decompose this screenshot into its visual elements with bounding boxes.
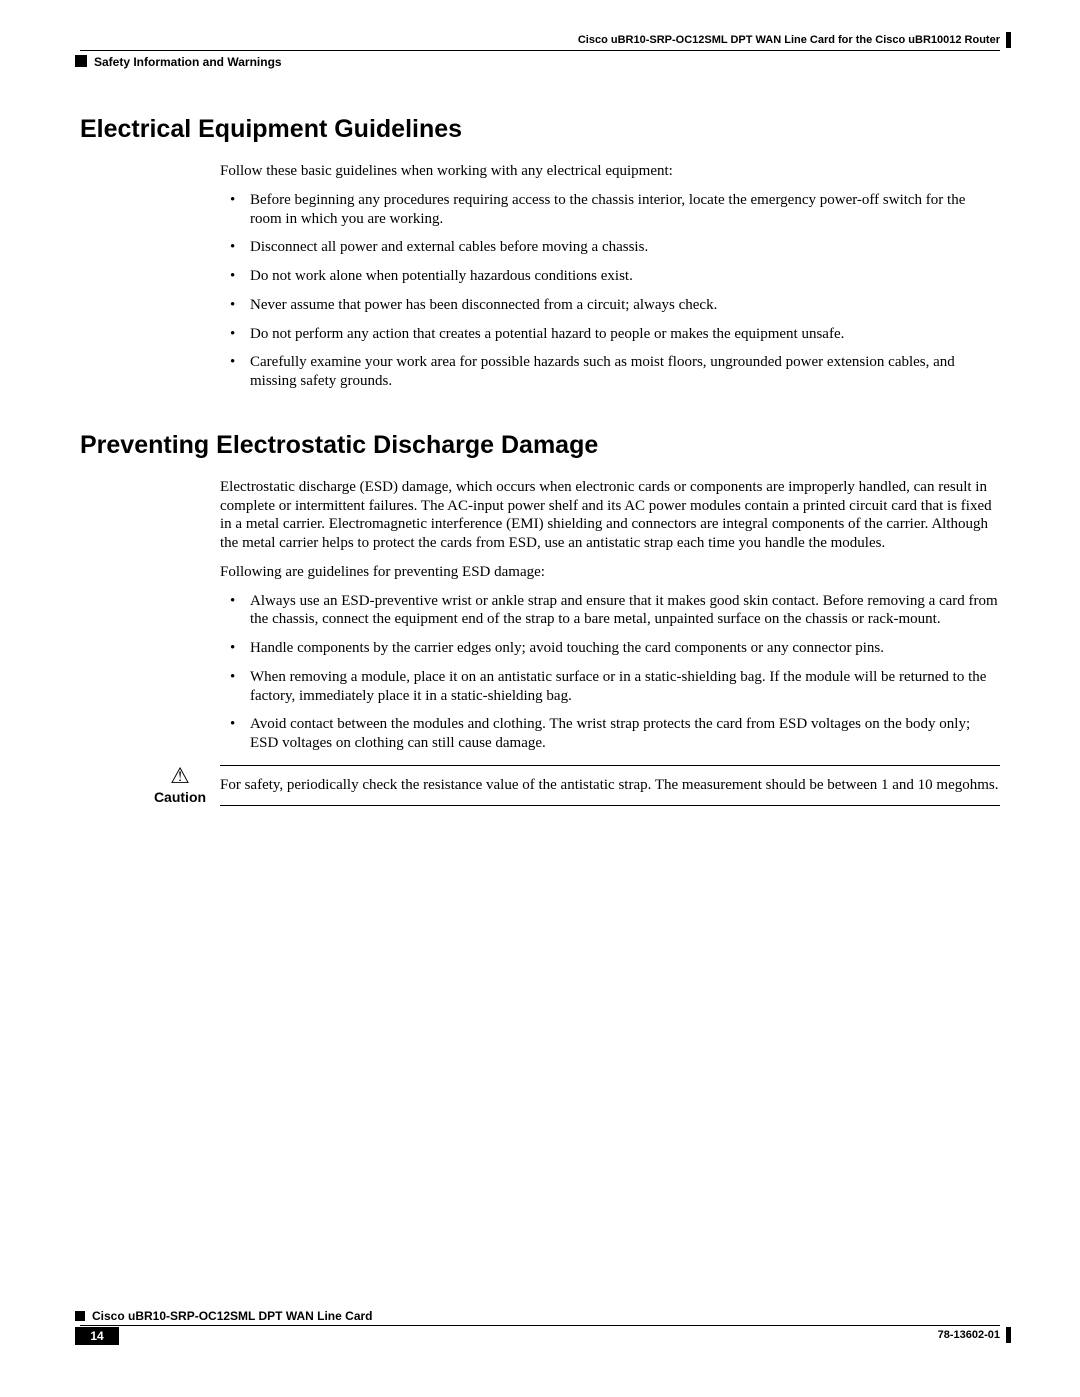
page: Cisco uBR10-SRP-OC12SML DPT WAN Line Car… <box>0 0 1080 1397</box>
page-content: Electrical Equipment Guidelines Follow t… <box>80 115 1000 806</box>
header-rule <box>80 50 1000 51</box>
page-footer: Cisco uBR10-SRP-OC12SML DPT WAN Line Car… <box>80 1325 1000 1365</box>
caution-text: For safety, periodically check the resis… <box>220 776 1000 795</box>
warning-icon: ⚠ <box>150 765 210 787</box>
bullet-list-electrical: Before beginning any procedures requirin… <box>220 191 1000 391</box>
list-item: Do not work alone when potentially hazar… <box>220 267 1000 286</box>
caution-rule-bottom <box>220 805 1000 806</box>
section-esd-body: Electrostatic discharge (ESD) damage, wh… <box>220 478 1000 806</box>
list-item: Avoid contact between the modules and cl… <box>220 715 1000 753</box>
bullet-list-esd: Always use an ESD-preventive wrist or an… <box>220 592 1000 753</box>
footer-end-bar <box>1006 1327 1011 1343</box>
list-item: Before beginning any procedures requirin… <box>220 191 1000 229</box>
footer-square-icon <box>75 1311 85 1321</box>
page-number: 14 <box>75 1327 119 1345</box>
list-item: Never assume that power has been disconn… <box>220 296 1000 315</box>
intro-paragraph: Follow these basic guidelines when worki… <box>220 162 1000 181</box>
list-item: Do not perform any action that creates a… <box>220 325 1000 344</box>
page-header: Cisco uBR10-SRP-OC12SML DPT WAN Line Car… <box>80 34 1000 64</box>
heading-electrical: Electrical Equipment Guidelines <box>80 115 1000 144</box>
caution-label: Caution <box>150 789 210 805</box>
header-end-bar <box>1006 32 1011 48</box>
header-section-label: Safety Information and Warnings <box>94 55 282 69</box>
header-doc-title: Cisco uBR10-SRP-OC12SML DPT WAN Line Car… <box>578 34 1000 46</box>
list-item: Handle components by the carrier edges o… <box>220 639 1000 658</box>
list-item: When removing a module, place it on an a… <box>220 668 1000 706</box>
footer-book-title: Cisco uBR10-SRP-OC12SML DPT WAN Line Car… <box>92 1309 373 1323</box>
footer-rule <box>80 1325 1000 1326</box>
list-item: Carefully examine your work area for pos… <box>220 353 1000 391</box>
paragraph: Electrostatic discharge (ESD) damage, wh… <box>220 478 1000 553</box>
list-item: Disconnect all power and external cables… <box>220 238 1000 257</box>
caution-left: ⚠ Caution <box>150 765 210 805</box>
list-item: Always use an ESD-preventive wrist or an… <box>220 592 1000 630</box>
caution-block: ⚠ Caution For safety, periodically check… <box>220 765 1000 806</box>
caution-rule-top <box>220 765 1000 766</box>
paragraph: Following are guidelines for preventing … <box>220 563 1000 582</box>
section-electrical-body: Follow these basic guidelines when worki… <box>220 162 1000 391</box>
header-square-icon <box>75 55 87 67</box>
heading-esd: Preventing Electrostatic Discharge Damag… <box>80 431 1000 460</box>
footer-doc-id: 78-13602-01 <box>938 1329 1000 1341</box>
